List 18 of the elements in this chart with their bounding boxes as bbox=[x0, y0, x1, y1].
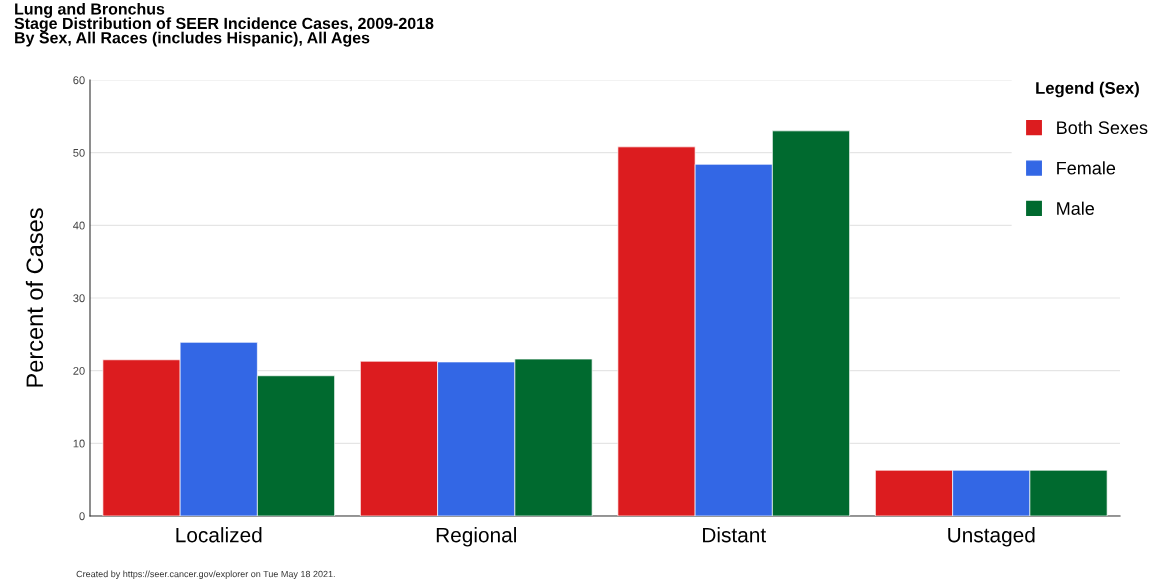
x-tick-label: Localized bbox=[176, 527, 262, 543]
y-tick-label: 50 bbox=[73, 148, 85, 157]
y-tick-label: 0 bbox=[79, 512, 85, 521]
legend-label: Male bbox=[1057, 201, 1095, 215]
x-tick-label: Unstaged bbox=[948, 527, 1035, 547]
x-tick-label: Regional bbox=[436, 527, 516, 547]
chart-title: Lung and Bronchus Stage Distribution of SEER Incidence Cases, 2009-2018 By Sex, All Races (includes Hispanic), All Ages bbox=[14, 2, 434, 47]
y-tick-label: 30 bbox=[73, 294, 85, 303]
legend-title: Legend (Sex) bbox=[1036, 81, 1139, 98]
text: Created by https://seer.cancer.gov/explorer on Tue May 18 2021. bbox=[76, 570, 335, 579]
y-tick-label: 10 bbox=[73, 439, 85, 448]
x-tick-label: Distant bbox=[703, 527, 767, 543]
y-tick-label: 60 bbox=[73, 76, 85, 85]
legend-label: Female bbox=[1057, 161, 1116, 175]
y-tick-label: 20 bbox=[73, 366, 85, 375]
legend-label: Both Sexes bbox=[1057, 120, 1148, 135]
y-axis-title: Percent of Cases bbox=[25, 208, 44, 387]
y-tick-label: 40 bbox=[73, 221, 85, 230]
